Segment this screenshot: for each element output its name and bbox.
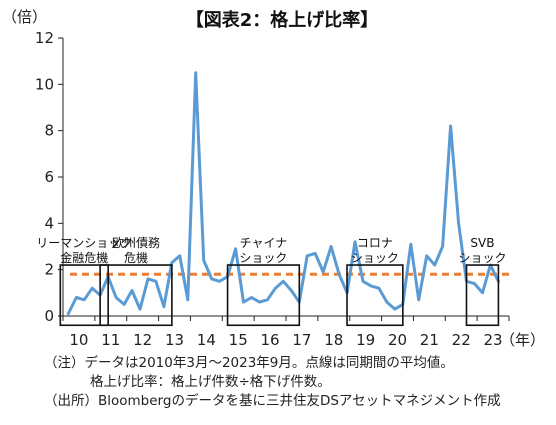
chart-title: 【図表2：格上げ比率】 [186, 9, 379, 31]
notes: （注）データは2010年3月～2023年9月。点線は同期間の平均値。 格上げ比率… [0, 354, 556, 411]
note-definition: 格上げ比率：格上げ件数÷格下げ件数。 [90, 374, 331, 390]
x-tick-label: 22 [452, 331, 471, 349]
x-tick-label: 21 [420, 331, 439, 349]
event-label-5: SVB [470, 236, 494, 250]
x-tick-label: 20 [388, 331, 407, 349]
y-tick-label: 10 [35, 75, 54, 93]
x-tick-label: 18 [324, 331, 343, 349]
y-tick-label: 4 [44, 214, 54, 232]
y-axis-unit: （倍） [2, 8, 47, 26]
y-tick-label: 6 [44, 168, 54, 186]
note-source: （出所）Bloombergのデータを基に三井住友DSアセットマネジメント作成 [44, 393, 501, 409]
event-label-5: ショック [458, 251, 506, 265]
x-tick-label: 12 [133, 331, 152, 349]
event-box-3 [226, 264, 301, 327]
x-tick-label: 23 [484, 331, 503, 349]
x-axis-unit: （年） [500, 331, 545, 349]
event-box-1 [59, 264, 109, 327]
y-tick-label: 8 [44, 122, 54, 140]
chart: 【図表2：格上げ比率】 （倍） （年） 0 2 4 6 8 10 12 10 11 12 13 14… [2, 8, 545, 349]
x-tick-label: 16 [261, 331, 280, 349]
x-tick-label: 14 [197, 331, 216, 349]
x-tick-label: 10 [69, 331, 88, 349]
event-box-5 [465, 264, 500, 327]
note-period: （注）データは2010年3月～2023年9月。点線は同期間の平均値。 [44, 355, 454, 371]
event-label-4: コロナ [357, 236, 393, 250]
x-tick-label: 19 [356, 331, 375, 349]
x-tick-label: 11 [101, 331, 120, 349]
upgrade-ratio-line [66, 71, 500, 316]
event-label-1: リーマンショック [36, 236, 132, 250]
y-tick-label: 0 [44, 307, 54, 325]
event-box-2 [99, 264, 173, 327]
event-label-1: 金融危機 [60, 250, 108, 265]
x-tick-label: 15 [229, 331, 248, 349]
y-tick-label: 2 [44, 261, 54, 279]
x-tick-label: 17 [292, 331, 311, 349]
event-label-3: ショック [239, 251, 287, 265]
event-label-3: チャイナ [240, 236, 288, 250]
event-label-2: 欧州債務 [112, 235, 160, 250]
x-ticks: 10 11 12 13 14 15 16 17 18 19 20 21 22 23 [62, 316, 510, 349]
event-label-4: ショック [351, 251, 399, 265]
y-tick-label: 12 [35, 29, 54, 47]
event-label-2: 危機 [124, 250, 148, 265]
series [66, 71, 500, 316]
y-ticks: 0 2 4 6 8 10 12 [35, 29, 63, 325]
event-box-4 [346, 264, 404, 327]
x-tick-label: 13 [165, 331, 184, 349]
